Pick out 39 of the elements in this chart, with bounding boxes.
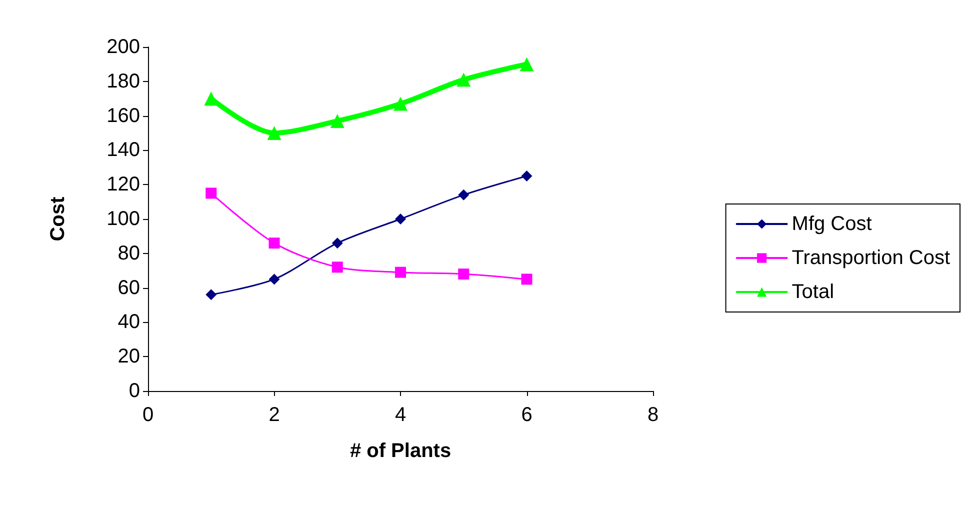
x-axis-title: # of Plants <box>350 440 452 462</box>
x-tick-label: 6 <box>521 404 532 426</box>
point <box>395 214 406 224</box>
point <box>268 274 280 285</box>
y-tick-label: 100 <box>106 208 140 230</box>
legend-label: Mfg Cost <box>792 213 872 235</box>
x-tick-label: 4 <box>394 404 406 426</box>
point <box>332 262 343 273</box>
y-tick-label: 80 <box>118 242 140 264</box>
point <box>521 274 532 285</box>
point <box>204 92 218 106</box>
point <box>267 126 282 140</box>
point <box>394 96 408 111</box>
y-tick-label: 120 <box>106 174 140 196</box>
point <box>458 268 470 280</box>
point <box>330 114 344 128</box>
y-tick-label: 160 <box>106 104 140 127</box>
y-tick-label: 0 <box>128 380 140 402</box>
point <box>206 188 217 199</box>
point <box>395 266 406 278</box>
x-tick-label: 8 <box>647 404 659 426</box>
point <box>268 238 280 249</box>
point <box>332 238 343 249</box>
y-tick-label: 200 <box>106 36 140 58</box>
point <box>521 170 532 182</box>
y-axis-title: Cost <box>47 196 69 242</box>
point <box>206 289 217 300</box>
x-tick-label: 2 <box>268 404 280 426</box>
y-tick-label: 20 <box>118 346 140 368</box>
y-tick-label: 40 <box>118 311 140 334</box>
point <box>456 72 471 87</box>
legend-label: Transportion Cost <box>792 247 950 269</box>
y-tick-label: 180 <box>106 70 140 92</box>
point <box>520 57 534 72</box>
point <box>458 189 470 200</box>
legend-label: Total <box>792 281 834 303</box>
y-tick-label: 140 <box>106 139 140 162</box>
y-tick-label: 60 <box>118 276 140 299</box>
x-tick-label: 0 <box>142 404 154 426</box>
